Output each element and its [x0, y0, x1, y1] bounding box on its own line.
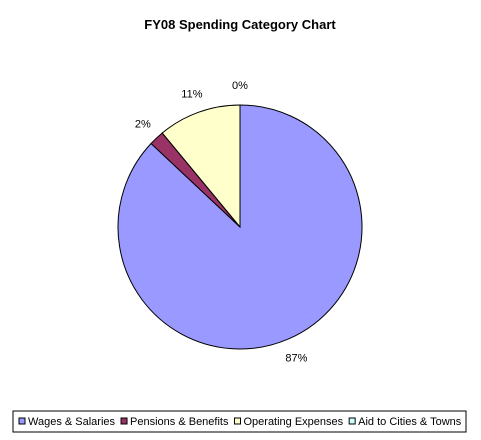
pie-slices — [117, 104, 363, 350]
slice-labels: 87% 2% 11% 0% — [135, 80, 308, 364]
slice-label-wages-salaries: 87% — [285, 352, 307, 364]
legend-label-wages-salaries: Wages & Salaries — [28, 416, 116, 428]
slice-label-aid-to-cities-towns: 0% — [232, 80, 248, 92]
legend-label-operating-expenses: Operating Expenses — [243, 416, 343, 428]
legend-label-aid-to-cities-towns: Aid to Cities & Towns — [358, 416, 462, 428]
legend: Wages & Salaries Pensions & Benefits Opera… — [18, 416, 462, 428]
chart-title: FY08 Spending Category Chart — [144, 17, 336, 32]
legend-swatch-pensions-benefits — [120, 417, 128, 425]
legend-label-pensions-benefits: Pensions & Benefits — [130, 416, 229, 428]
legend-swatch-wages-salaries — [18, 417, 26, 425]
legend-swatch-aid-to-cities-towns — [348, 417, 356, 425]
legend-swatch-operating-expenses — [233, 417, 241, 425]
pie-slice-operating-expenses — [161, 104, 241, 229]
slice-label-pensions-benefits: 2% — [135, 118, 151, 130]
slice-label-operating-expenses: 11% — [181, 88, 202, 100]
